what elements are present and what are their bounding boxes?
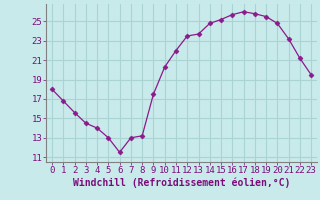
X-axis label: Windchill (Refroidissement éolien,°C): Windchill (Refroidissement éolien,°C) [73,178,290,188]
